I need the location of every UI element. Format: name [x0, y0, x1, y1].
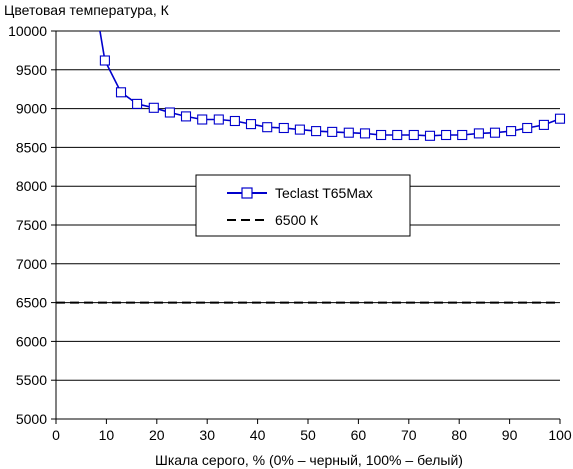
- x-tick-label: 50: [300, 427, 316, 443]
- series: [56, 31, 566, 304]
- data-point-teclast: [506, 126, 517, 137]
- y-tick-label: 6000: [16, 333, 47, 349]
- data-point-teclast: [278, 122, 289, 134]
- x-axis-title: Шкала серого, % (0% – черный, 100% – бел…: [155, 452, 463, 468]
- x-tick-label: 0: [52, 427, 60, 443]
- legend-swatch-teclast-marker: [241, 187, 253, 199]
- x-tick-label: 70: [401, 427, 417, 443]
- y-tick-label: 8000: [16, 178, 47, 194]
- series-line-teclast: [99, 31, 561, 137]
- y-tick-label: 7500: [16, 217, 47, 233]
- data-point-teclast: [538, 119, 549, 130]
- data-point-teclast: [376, 129, 387, 141]
- x-tick-labels: 0 10 20 30 40 50 60 70 80 90 100: [52, 427, 572, 443]
- legend: Teclast T65Max 6500 К: [195, 174, 411, 237]
- y-tick-label: 5000: [16, 411, 47, 427]
- data-point-teclast: [148, 102, 159, 113]
- y-tick-labels: 5000 5500 6000 6500 7000 7500 8000 8500 9000 9500…: [8, 23, 47, 427]
- data-point-teclast: [554, 113, 566, 124]
- y-tick-label: 7000: [16, 256, 47, 272]
- data-point-teclast: [213, 114, 224, 125]
- data-point-teclast: [197, 114, 208, 125]
- data-point-teclast: [262, 122, 273, 133]
- data-point-teclast: [294, 124, 305, 135]
- data-point-teclast: [473, 128, 484, 139]
- x-tick-label: 60: [351, 427, 367, 443]
- axes: [51, 30, 561, 424]
- data-point-teclast: [457, 129, 468, 141]
- data-point-teclast: [229, 115, 240, 127]
- x-tick-label: 30: [199, 427, 215, 443]
- data-point-teclast: [343, 127, 354, 138]
- data-point-teclast: [522, 122, 533, 134]
- y-tick-label: 9000: [16, 101, 47, 117]
- x-tick-label: 100: [548, 427, 572, 443]
- y-tick-label: 6500: [16, 295, 47, 311]
- data-point-teclast: [311, 126, 322, 137]
- x-tick-label: 90: [502, 427, 518, 443]
- data-point-teclast: [132, 98, 143, 109]
- x-tick-label: 10: [99, 427, 115, 443]
- legend-label-teclast: Teclast T65Max: [275, 185, 373, 201]
- data-point-teclast: [99, 55, 110, 66]
- data-point-teclast: [424, 130, 436, 141]
- data-point-teclast: [245, 119, 257, 130]
- x-tick-label: 40: [250, 427, 266, 443]
- legend-label-6500k: 6500 К: [275, 212, 319, 228]
- data-point-teclast: [392, 129, 403, 141]
- data-point-teclast: [359, 128, 371, 139]
- data-point-teclast: [180, 111, 192, 122]
- data-point-teclast: [489, 127, 501, 138]
- y-tick-label: 9500: [16, 62, 47, 78]
- x-tick-label: 80: [451, 427, 467, 443]
- legend-box: [195, 174, 411, 237]
- y-tick-label: 10000: [8, 23, 47, 39]
- y-axis-title: Цветовая температура, К: [4, 2, 170, 18]
- data-point-teclast: [115, 87, 127, 98]
- data-point-teclast: [164, 107, 175, 118]
- data-point-teclast: [408, 129, 419, 141]
- y-tick-label: 5500: [16, 372, 47, 388]
- data-point-teclast: [441, 129, 452, 141]
- x-tick-label: 20: [149, 427, 165, 443]
- data-point-teclast: [327, 126, 338, 137]
- y-tick-label: 8500: [16, 139, 47, 155]
